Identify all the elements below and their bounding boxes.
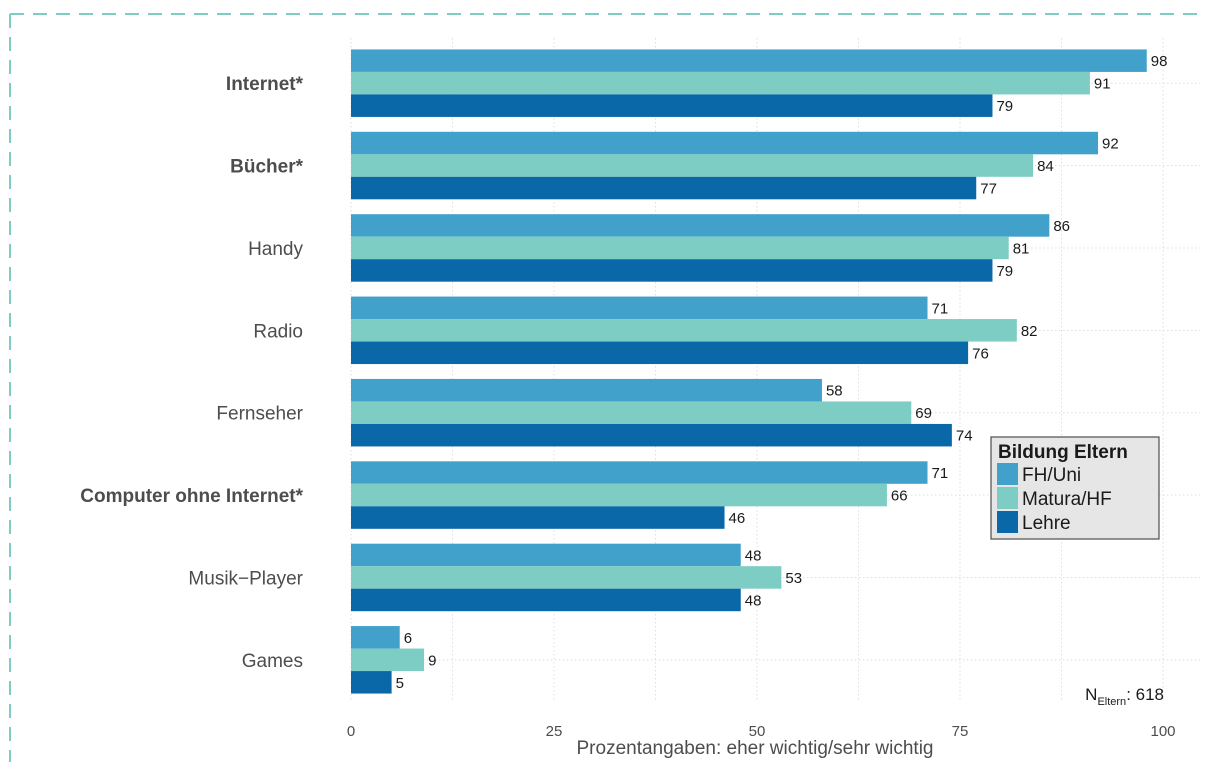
bar <box>351 648 425 672</box>
bar <box>351 483 887 507</box>
bar <box>351 626 400 649</box>
bar <box>351 401 912 424</box>
bar <box>351 566 782 589</box>
value-label: 53 <box>785 570 802 587</box>
category-label: Computer ohne Internet* <box>80 486 303 507</box>
bar <box>351 506 725 529</box>
value-label: 82 <box>1021 323 1038 340</box>
category-label: Musik−Player <box>188 568 303 589</box>
bar <box>351 176 977 200</box>
value-labels: 9891799284778681797182765869747166464853… <box>396 53 1168 692</box>
value-label: 92 <box>1102 136 1119 153</box>
bar <box>351 543 741 567</box>
category-label: Games <box>242 651 303 672</box>
value-label: 6 <box>404 630 412 647</box>
value-label: 91 <box>1094 76 1111 93</box>
x-tick-label: 100 <box>1150 723 1175 740</box>
value-label: 58 <box>826 383 843 400</box>
value-label: 79 <box>996 98 1013 115</box>
value-label: 66 <box>891 488 908 505</box>
frame-border <box>9 13 1205 762</box>
bar <box>351 461 928 484</box>
bar <box>351 319 1017 342</box>
bar <box>351 259 993 282</box>
bar <box>351 154 1034 177</box>
value-label: 86 <box>1053 218 1070 235</box>
value-label: 71 <box>932 300 949 317</box>
value-label: 69 <box>915 405 932 422</box>
category-label: Fernseher <box>216 404 303 425</box>
bar <box>351 341 969 365</box>
bar <box>351 423 952 447</box>
legend-swatch <box>997 463 1018 485</box>
category-labels: Internet* Bücher* Handy Radio Fernseher Compu… <box>80 74 303 672</box>
legend-title: Bildung Eltern <box>998 442 1128 463</box>
x-tick-label: 0 <box>347 723 355 740</box>
value-label: 81 <box>1013 240 1030 257</box>
value-label: 74 <box>956 428 973 445</box>
bar <box>351 214 1050 237</box>
legend: Bildung Eltern FH/Uni Matura/HF Lehre <box>990 436 1160 540</box>
value-label: 46 <box>729 510 746 527</box>
value-label: 71 <box>932 465 949 482</box>
legend-swatch <box>997 511 1018 533</box>
value-label: 48 <box>745 592 762 609</box>
category-label: Internet* <box>226 74 304 95</box>
legend-box <box>990 436 1160 540</box>
bars <box>351 49 1147 694</box>
bar <box>351 71 1090 95</box>
value-label: 9 <box>428 652 436 669</box>
legend-label: FH/Uni <box>1022 465 1081 486</box>
bar <box>351 378 822 402</box>
sample-size-note: NEltern: 618 <box>1085 685 1164 708</box>
legend-swatch <box>997 487 1018 509</box>
value-label: 84 <box>1037 158 1054 175</box>
bar <box>351 94 993 117</box>
value-label: 5 <box>396 675 404 692</box>
value-label: 48 <box>745 547 762 564</box>
bar <box>351 588 741 612</box>
x-tick-label: 50 <box>749 723 766 740</box>
value-label: 77 <box>980 181 997 198</box>
legend-label: Matura/HF <box>1022 489 1112 510</box>
legend-label: Lehre <box>1022 513 1071 534</box>
bar <box>351 236 1009 260</box>
category-label: Bücher* <box>230 157 303 178</box>
x-tick-label: 25 <box>546 723 563 740</box>
bar <box>351 296 928 320</box>
category-label: Handy <box>248 239 303 260</box>
value-label: 98 <box>1151 53 1168 70</box>
legend-items: FH/Uni Matura/HF Lehre <box>997 463 1112 534</box>
value-label: 76 <box>972 345 989 362</box>
x-tick-label: 75 <box>952 723 969 740</box>
bar <box>351 131 1099 155</box>
bar <box>351 49 1147 72</box>
x-tick-labels: 0 25 50 75 100 <box>347 723 1176 740</box>
bar <box>351 671 392 694</box>
category-label: Radio <box>253 321 303 342</box>
value-label: 79 <box>996 263 1013 280</box>
x-axis-title: Prozentangaben: eher wichtig/sehr wichti… <box>577 738 934 759</box>
